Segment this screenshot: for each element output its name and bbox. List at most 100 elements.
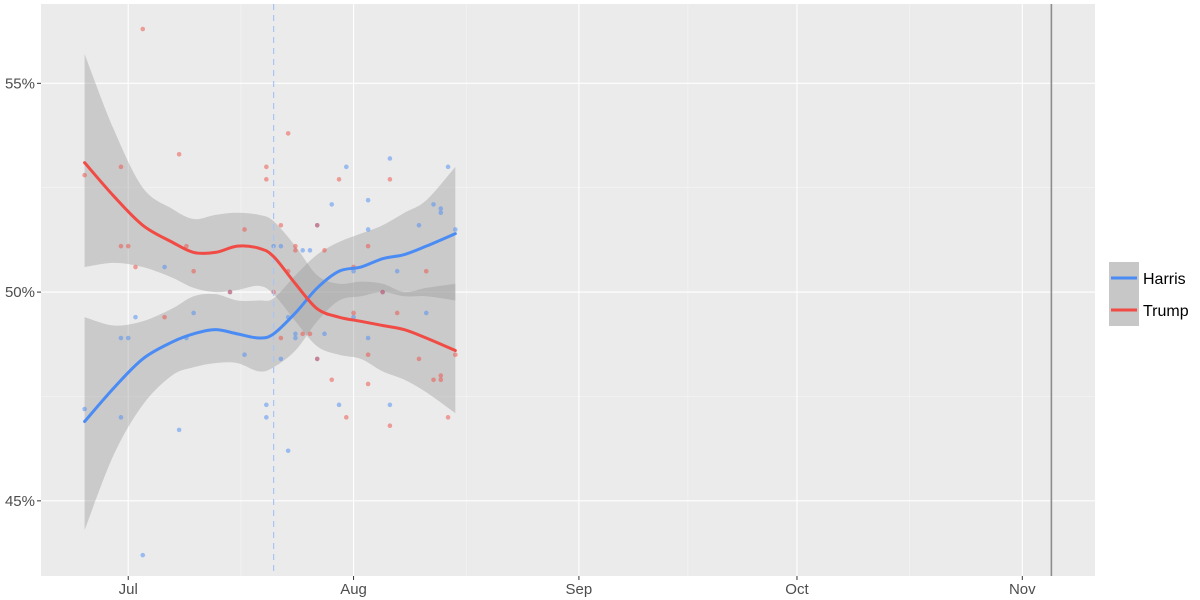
- poll-point-harris: [453, 227, 458, 232]
- poll-point-trump: [227, 289, 233, 295]
- poll-point-harris: [438, 210, 444, 216]
- legend-label-harris: Harris: [1143, 271, 1186, 288]
- poll-point-harris: [416, 222, 422, 228]
- poll-point-harris: [278, 356, 284, 362]
- poll-point-harris: [351, 314, 356, 320]
- y-tick-label: 50%: [5, 284, 35, 301]
- poll-point-trump: [380, 289, 385, 295]
- poll-point-harris: [307, 248, 313, 253]
- x-tick-label: Jul: [119, 581, 138, 598]
- poll-point-trump: [278, 222, 284, 228]
- x-tick-label: Sep: [566, 581, 593, 598]
- confidence-ribbon-harris: [84, 166, 456, 531]
- poll-point-harris: [264, 415, 269, 420]
- y-tick-label: 55%: [5, 75, 35, 92]
- poll-point-trump: [314, 356, 320, 362]
- poll-point-harris: [242, 352, 247, 358]
- poll-point-harris: [162, 264, 167, 270]
- poll-point-harris: [285, 448, 291, 454]
- poll-point-harris: [293, 331, 298, 337]
- poll-point-trump: [336, 177, 342, 182]
- poll-point-harris: [394, 268, 400, 274]
- poll-point-harris: [365, 335, 371, 341]
- poll-point-trump: [351, 310, 356, 316]
- poll-point-trump: [118, 243, 124, 249]
- poll-point-harris: [264, 402, 269, 408]
- poll-point-harris: [322, 331, 327, 337]
- poll-point-trump: [184, 243, 189, 249]
- poll-point-harris: [300, 248, 305, 253]
- x-tick-label: Nov: [1009, 581, 1036, 598]
- poll-point-trump: [387, 177, 393, 182]
- y-axis: 45% 50% 55%: [5, 75, 41, 510]
- poll-points: [82, 26, 458, 558]
- poll-point-harris: [438, 206, 444, 211]
- poll-point-trump: [365, 352, 371, 358]
- poll-point-trump: [118, 164, 124, 170]
- poll-point-trump: [445, 415, 451, 420]
- major-gridlines: [41, 4, 1095, 576]
- poll-point-trump: [242, 227, 247, 232]
- poll-point-trump: [423, 268, 429, 274]
- poll-point-trump: [125, 243, 131, 249]
- poll-point-harris: [140, 552, 146, 558]
- poll-point-trump: [300, 331, 305, 337]
- poll-point-harris: [423, 310, 429, 316]
- poll-point-trump: [264, 177, 269, 182]
- poll-point-harris: [118, 335, 124, 341]
- poll-point-trump: [387, 423, 393, 428]
- trend-line-harris: [83, 232, 457, 424]
- poll-point-harris: [445, 164, 451, 170]
- poll-point-harris: [293, 335, 298, 341]
- minor-gridlines: [41, 4, 1095, 576]
- trend-lines: [83, 161, 457, 424]
- poll-point-trump: [293, 243, 298, 249]
- poll-point-trump: [191, 268, 196, 274]
- poll-point-trump: [438, 373, 444, 378]
- poll-point-trump: [293, 248, 298, 253]
- poll-point-harris: [133, 314, 138, 320]
- poll-point-trump: [365, 243, 371, 249]
- poll-point-harris: [125, 335, 131, 341]
- poll-point-harris: [82, 406, 87, 412]
- poll-point-trump: [343, 415, 349, 420]
- poll-point-harris: [176, 427, 182, 433]
- poll-point-harris: [365, 197, 371, 203]
- poll-point-harris: [191, 310, 196, 316]
- poll-point-harris: [336, 402, 342, 408]
- poll-point-harris: [343, 164, 349, 170]
- trend-line-trump: [83, 161, 457, 353]
- poll-point-trump: [314, 222, 320, 228]
- legend-label-trump: Trump: [1143, 303, 1189, 320]
- poll-point-trump: [82, 172, 87, 178]
- poll-point-harris: [431, 202, 436, 207]
- poll-point-harris: [387, 402, 393, 408]
- poll-point-trump: [453, 352, 458, 358]
- poll-point-harris: [118, 415, 124, 420]
- confidence-ribbon-trump: [84, 54, 456, 414]
- x-axis: Jul Aug Sep Oct Nov: [119, 576, 1036, 598]
- legend: Harris Trump: [1109, 262, 1189, 326]
- plot-panel: [41, 4, 1095, 576]
- poll-point-trump: [329, 377, 335, 383]
- poll-point-trump: [438, 377, 444, 383]
- poll-point-trump: [285, 131, 291, 136]
- poll-point-harris: [351, 268, 356, 274]
- poll-point-trump: [431, 377, 436, 383]
- poll-point-trump: [416, 356, 422, 362]
- poll-point-harris: [278, 243, 284, 249]
- poll-point-trump: [394, 310, 400, 316]
- poll-point-harris: [329, 202, 335, 207]
- poll-point-trump: [133, 264, 138, 270]
- poll-point-harris: [387, 156, 393, 161]
- reference-lines: [273, 4, 1053, 576]
- poll-point-trump: [307, 331, 313, 337]
- confidence-ribbons: [84, 54, 456, 531]
- poll-point-trump: [278, 335, 284, 341]
- poll-point-harris: [365, 227, 371, 232]
- poll-point-trump: [264, 164, 269, 170]
- poll-point-trump: [162, 314, 167, 320]
- x-tick-label: Aug: [340, 581, 367, 598]
- poll-point-trump: [322, 248, 327, 253]
